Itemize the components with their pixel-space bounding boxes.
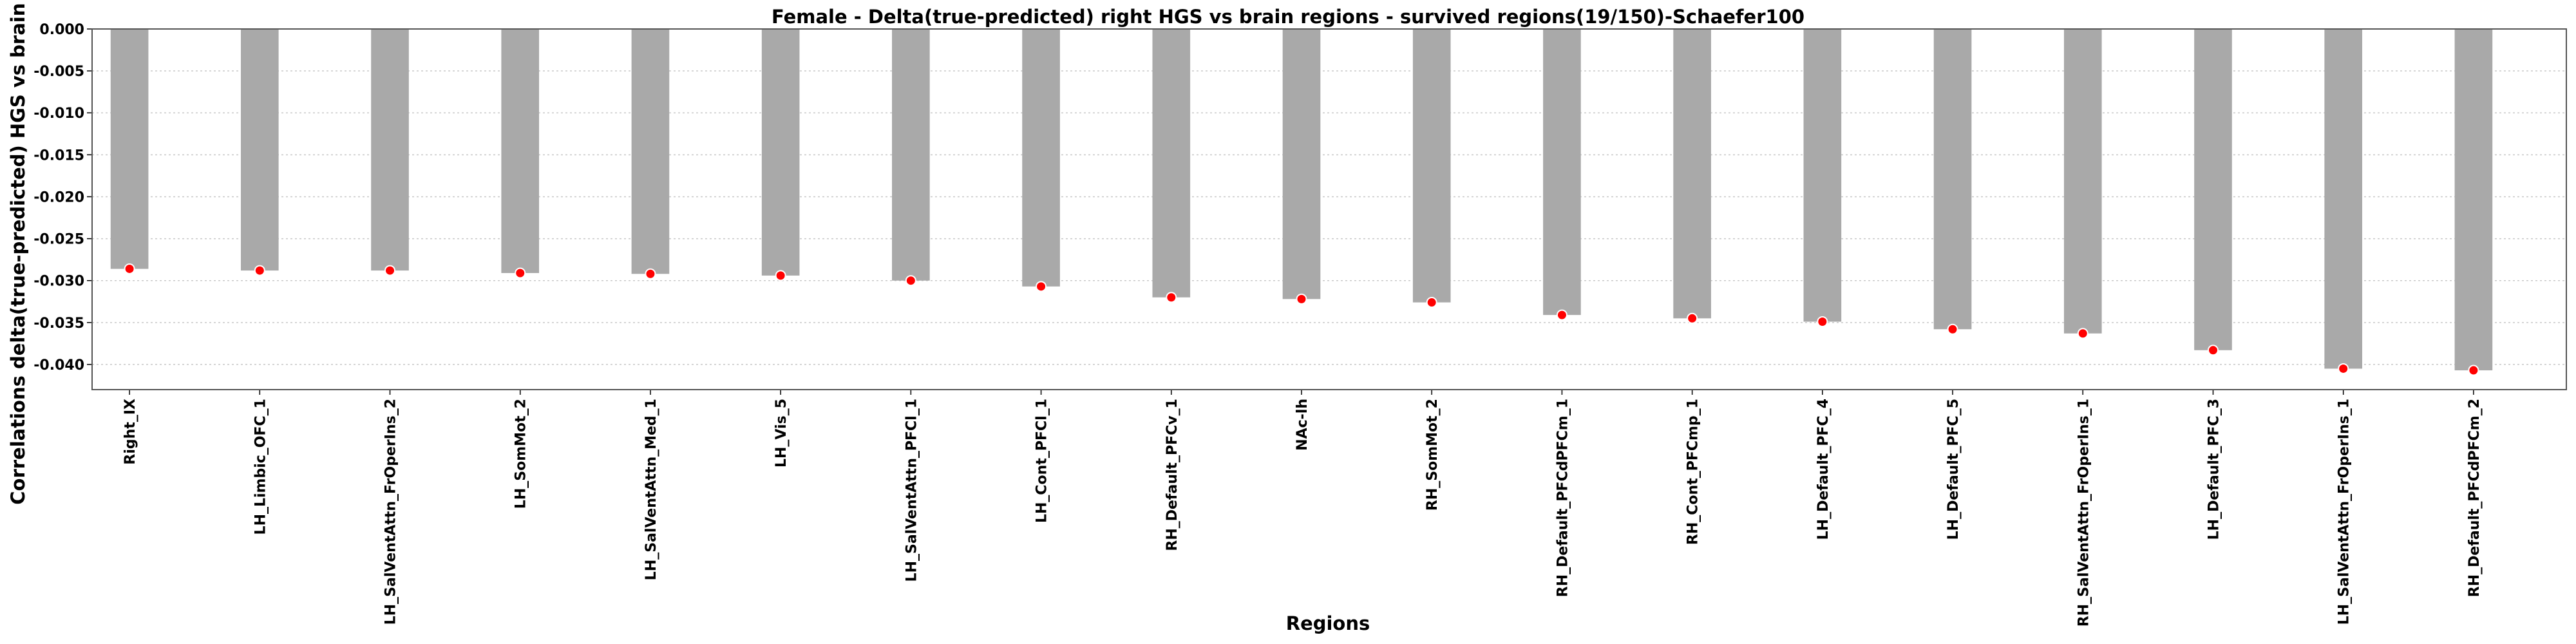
bar xyxy=(1282,29,1321,299)
y-tick-label: -0.020 xyxy=(33,189,84,205)
x-axis: Right_IX LH_Limbic_OFC_1 LH_SalVentAttn_Fr… xyxy=(122,390,2483,627)
x-tick-label: LH_SalVentAttn_FrOperIns_2 xyxy=(383,399,399,625)
x-tick-label: NAc-lh xyxy=(1294,399,1311,451)
x-tick-label: RH_SomMot_2 xyxy=(1425,399,1441,511)
y-axis: 0.000 -0.005 -0.010 -0.015 -0.020 -0.025 -0.03… xyxy=(33,22,92,374)
bar xyxy=(2063,29,2102,334)
bar xyxy=(110,29,149,269)
plot-frame xyxy=(91,28,2567,390)
data-point xyxy=(645,268,656,279)
data-point xyxy=(1947,323,1958,335)
x-tick-label: RH_Default_PFCdPFCm_1 xyxy=(1555,399,1571,597)
x-axis-label: Regions xyxy=(1286,612,1370,634)
data-point xyxy=(1426,297,1437,308)
data-point xyxy=(1817,316,1828,328)
data-point xyxy=(515,267,526,279)
data-point xyxy=(1687,312,1698,324)
bar xyxy=(1803,29,1842,322)
bar xyxy=(240,29,279,271)
bar xyxy=(1543,29,1581,316)
y-tick-label: -0.010 xyxy=(33,106,84,122)
data-point xyxy=(1556,309,1567,321)
y-tick-label: -0.025 xyxy=(33,232,84,248)
bar xyxy=(1022,29,1060,287)
bar xyxy=(2324,29,2363,369)
data-point xyxy=(384,265,396,276)
bar xyxy=(631,29,670,274)
x-tick-label: RH_Cont_PFCmp_1 xyxy=(1685,399,1701,545)
bar xyxy=(1412,29,1451,303)
bar xyxy=(2194,29,2232,350)
x-tick-label: LH_SalVentAttn_FrOperIns_1 xyxy=(2336,399,2353,625)
data-point xyxy=(124,263,135,274)
y-tick-label: -0.040 xyxy=(33,357,84,374)
y-tick-label: -0.035 xyxy=(33,316,84,332)
bar xyxy=(1152,29,1191,298)
y-tick-label: -0.005 xyxy=(33,64,84,80)
data-point xyxy=(2338,363,2349,374)
bar xyxy=(501,29,540,273)
x-tick-label: LH_Limbic_OFC_1 xyxy=(252,399,269,535)
y-axis-label: Correlations delta(true-predicted) HGS v… xyxy=(7,0,29,505)
data-point xyxy=(2077,328,2088,339)
x-tick-label: RH_SalVentAttn_FrOperIns_1 xyxy=(2076,399,2092,627)
x-tick-label: LH_SalVentAttn_Med_1 xyxy=(643,399,659,580)
chart-title: Female - Delta(true-predicted) right HGS… xyxy=(772,6,1804,28)
data-point xyxy=(2207,345,2219,356)
y-tick-label: 0.000 xyxy=(39,22,84,38)
grid-lines xyxy=(92,28,2566,365)
data-point xyxy=(775,270,786,281)
x-tick-label: LH_Default_PFC_5 xyxy=(1946,399,1962,540)
x-tick-label: LH_Default_PFC_4 xyxy=(1815,399,1832,540)
x-tick-label: LH_Default_PFC_3 xyxy=(2206,399,2222,540)
data-point xyxy=(1296,293,1307,305)
x-tick-label: RH_Default_PFCv_1 xyxy=(1164,399,1180,551)
bar xyxy=(1673,29,1711,319)
data-point xyxy=(2468,365,2479,376)
x-tick-label: Right_IX xyxy=(122,399,138,465)
data-point xyxy=(1036,281,1047,292)
bar xyxy=(761,29,800,276)
markers-group xyxy=(124,263,2479,376)
bar xyxy=(1933,29,1972,330)
x-tick-label: LH_Vis_5 xyxy=(773,399,790,468)
data-point xyxy=(905,275,916,287)
data-point xyxy=(1166,292,1177,303)
x-tick-label: LH_SomMot_2 xyxy=(513,399,529,509)
y-tick-label: -0.030 xyxy=(33,274,84,290)
x-tick-label: LH_Cont_PFCl_1 xyxy=(1034,399,1050,523)
x-tick-label: LH_SalVentAttn_PFCl_1 xyxy=(904,399,920,582)
data-point xyxy=(254,265,265,276)
bars-group xyxy=(110,29,2493,371)
bar xyxy=(892,29,930,281)
x-tick-label: RH_Default_PFCdPFCm_2 xyxy=(2467,399,2483,597)
bar xyxy=(371,29,409,271)
bar xyxy=(2454,29,2493,371)
y-tick-label: -0.015 xyxy=(33,147,84,164)
